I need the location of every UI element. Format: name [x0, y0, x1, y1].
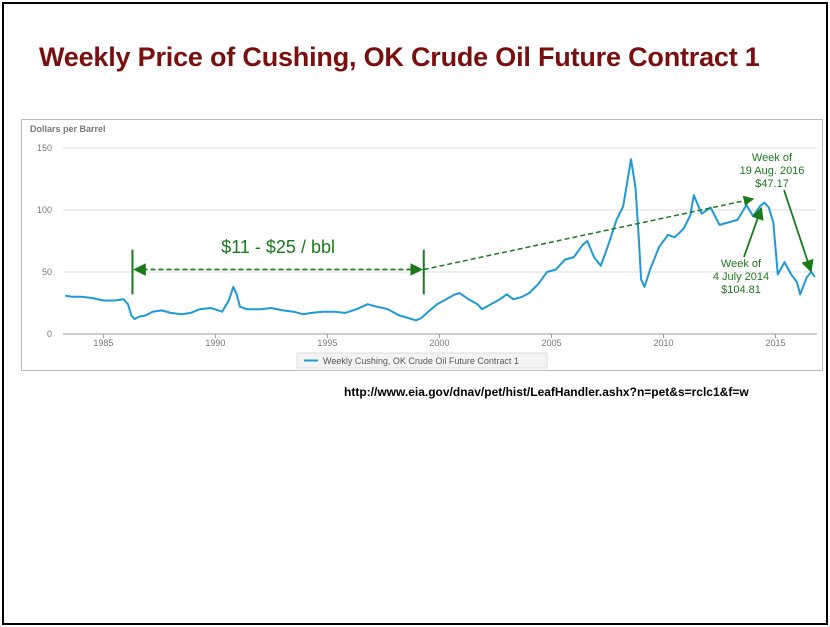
x-tick-label: 2010 — [653, 338, 673, 348]
series-line — [65, 158, 816, 322]
arrow-2014 — [743, 206, 764, 258]
annotation-2014-line: Week of — [721, 258, 762, 270]
x-tick-label: 1990 — [205, 338, 225, 348]
y-axis-title: Dollars per Barrel — [30, 124, 106, 134]
annotation-2014-line: 4 July 2014 — [713, 271, 769, 283]
range-label: $11 - $25 / bbl — [221, 237, 335, 257]
y-tick-label: 50 — [42, 267, 52, 277]
annotation-2016-line: 19 Aug. 2016 — [740, 165, 805, 177]
slide-title: Weekly Price of Cushing, OK Crude Oil Fu… — [39, 42, 760, 72]
annotation-2016-line: Week of — [752, 152, 793, 164]
x-tick-label: 2015 — [766, 338, 786, 348]
trend-arrow — [423, 195, 755, 271]
x-tick-label: 2000 — [429, 338, 449, 348]
y-tick-label: 0 — [47, 329, 52, 339]
y-tick-label: 100 — [37, 205, 52, 215]
source-url[interactable]: http://www.eia.gov/dnav/pet/hist/LeafHan… — [344, 385, 749, 399]
x-tick-label: 1985 — [93, 338, 113, 348]
arrow-2016 — [783, 189, 814, 273]
chart-panel: Dollars per Barrel 0 50 100 150 1985 1990 1995 2… — [21, 119, 823, 371]
x-tick-label: 1995 — [317, 338, 337, 348]
legend-label: Weekly Cushing, OK Crude Oil Future Cont… — [323, 356, 519, 366]
x-tick-label: 2005 — [541, 338, 561, 348]
price-chart: Dollars per Barrel 0 50 100 150 1985 1990 1995 2… — [30, 124, 817, 369]
annotation-2014-line: $104.81 — [721, 284, 761, 296]
annotation-2016-line: $47.17 — [755, 178, 789, 190]
legend-box — [296, 352, 548, 369]
y-tick-label: 150 — [37, 143, 52, 153]
